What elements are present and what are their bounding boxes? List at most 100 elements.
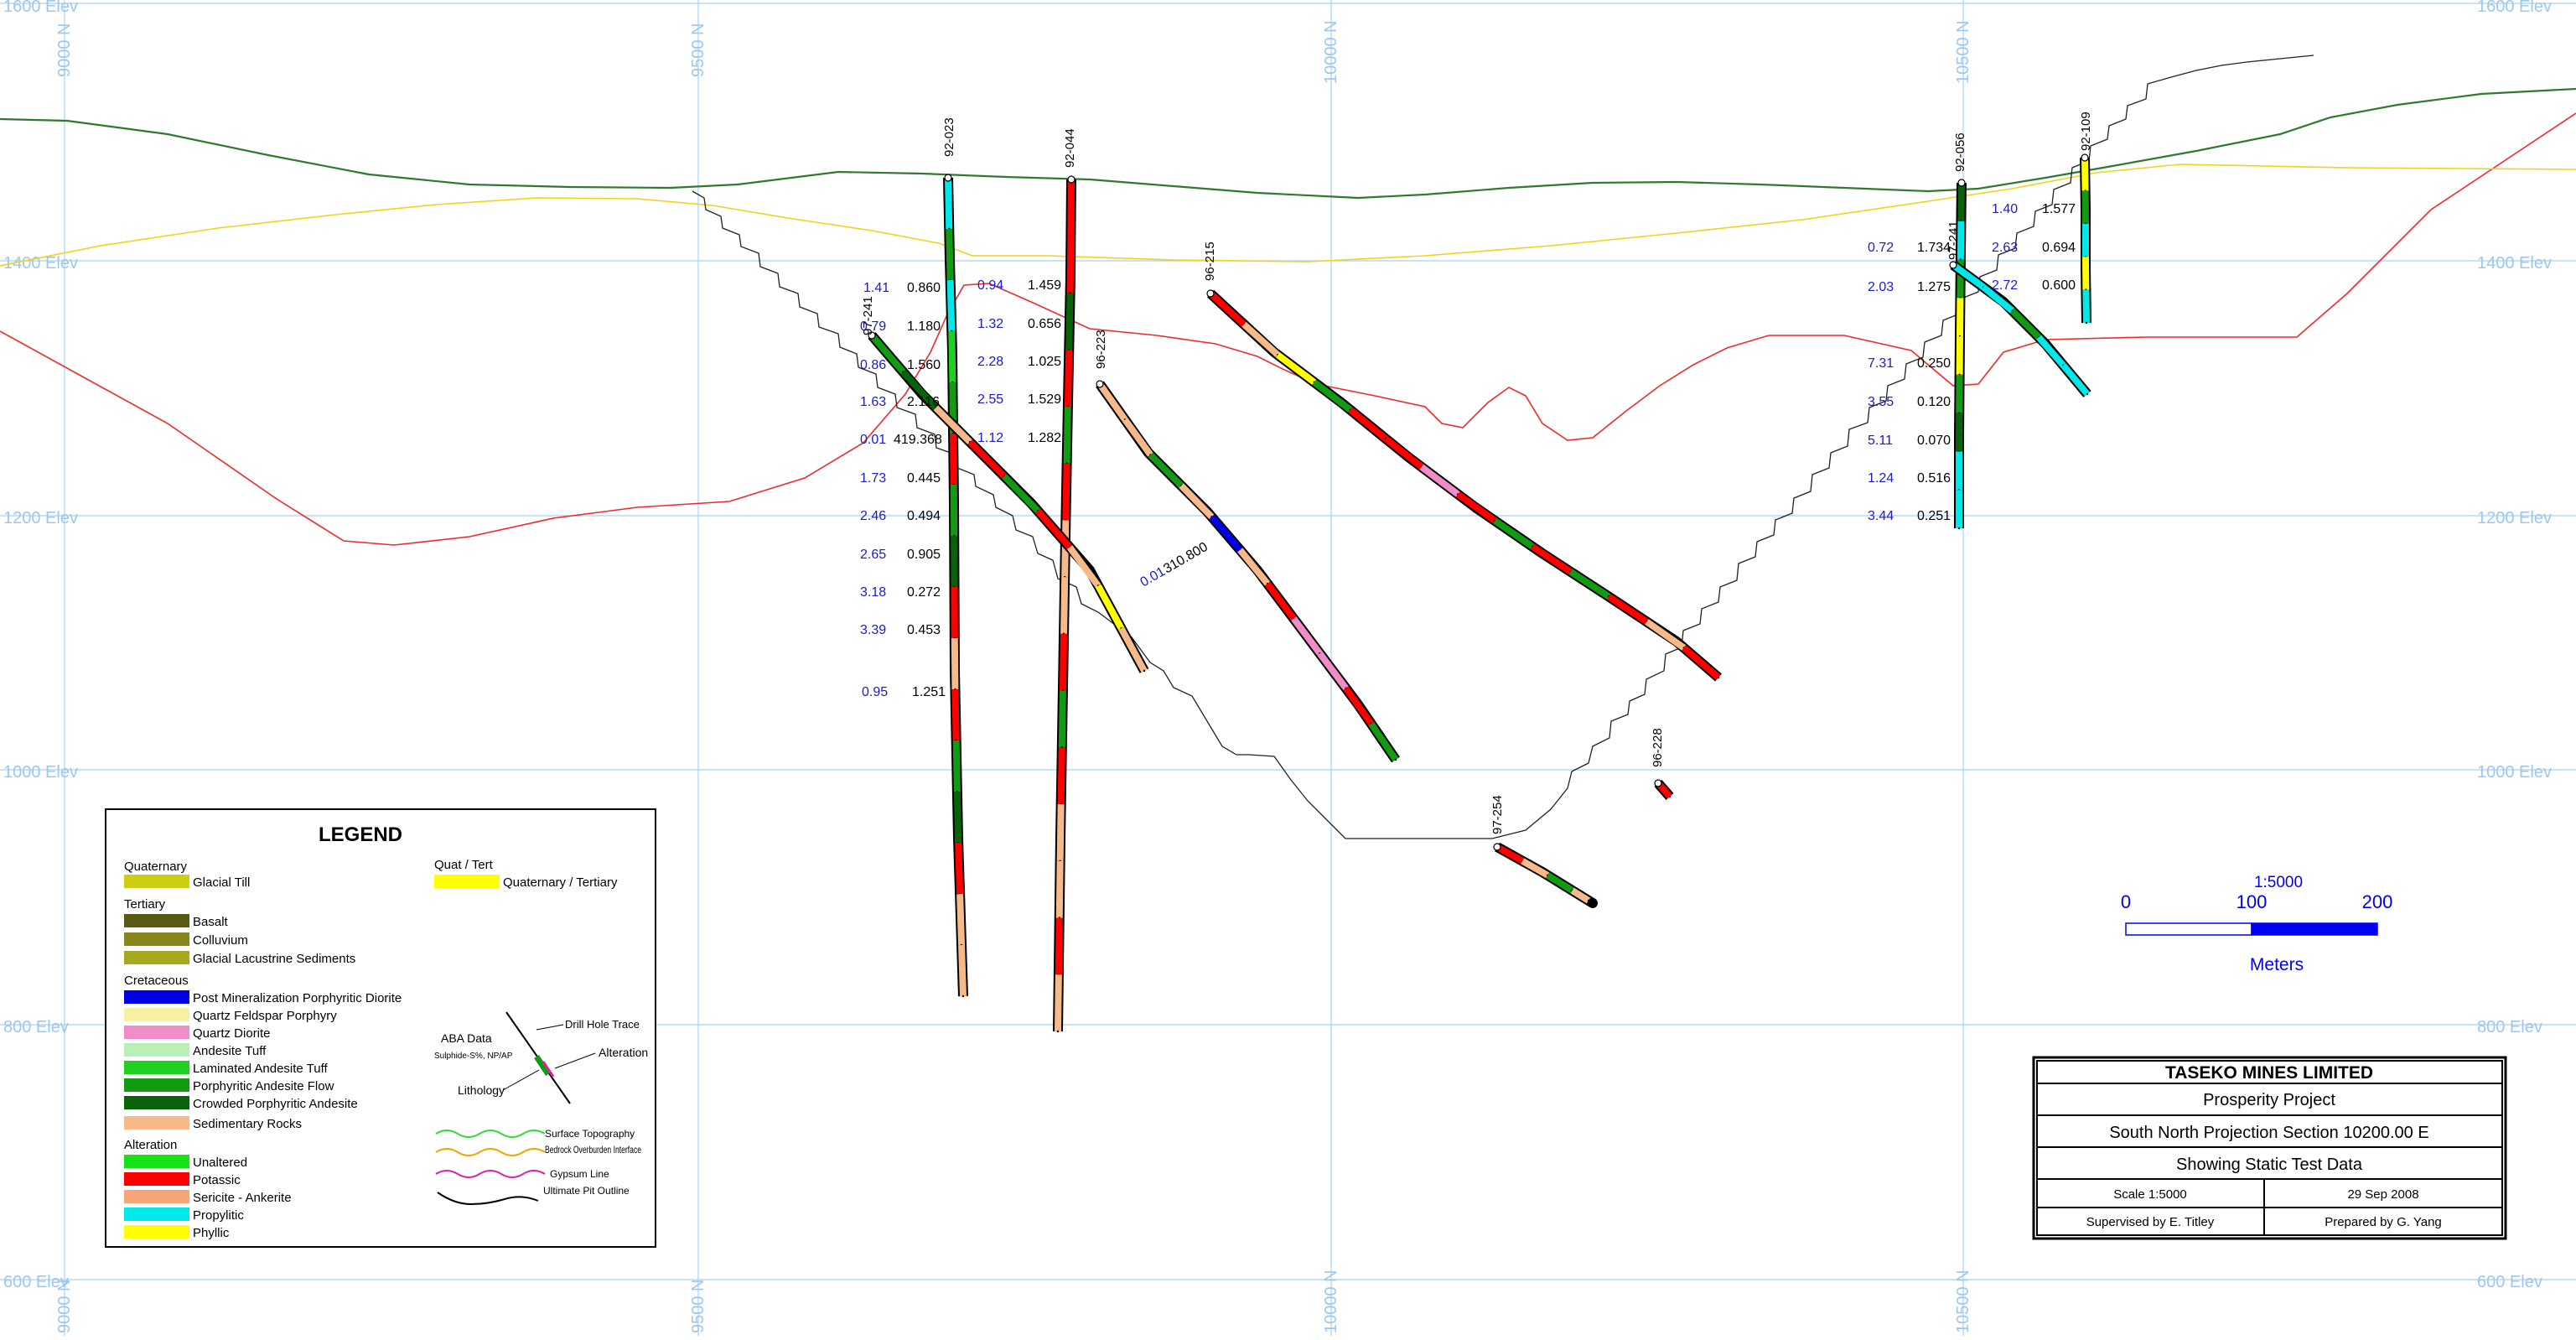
aba-np: 1.24	[1868, 471, 1894, 486]
project-name: Prosperity Project	[2203, 1091, 2335, 1109]
drill-hole-96-228	[1655, 780, 1671, 797]
northing-label: 10000 N	[1322, 20, 1340, 84]
legend-swatch	[124, 1225, 189, 1239]
aba-np: 0.79	[860, 319, 886, 334]
section-name: South North Projection Section 10200.00 …	[2109, 1124, 2428, 1142]
scale-ratio: 1:5000	[2254, 874, 2303, 891]
elevation-labels-left: 1600 Elev 1400 Elev 1200 Elev 1000 Elev …	[3, 0, 78, 1291]
drill-hole-collar	[1655, 780, 1661, 787]
legend-item-label: Post Mineralization Porphyritic Diorite	[193, 991, 402, 1005]
legend-swatch	[124, 1061, 189, 1074]
legend-line-label: Ultimate Pit Outline	[543, 1185, 630, 1197]
legend-swatch	[124, 1096, 189, 1109]
legend-swatch	[124, 1026, 189, 1039]
hole-labels: 92-023 92-044 97-241 96-215 96-223 97-25…	[861, 112, 2093, 834]
aba-np: 2.65	[860, 548, 886, 562]
title-block: TASEKO MINES LIMITED Prosperity Project …	[2034, 1057, 2506, 1239]
drill-hole-92-023	[945, 174, 964, 997]
drill-hole-interval	[953, 434, 954, 485]
drill-hole-interval	[958, 843, 960, 894]
drill-hole-interval	[961, 945, 963, 996]
hole-label-97-254: 97-254	[1490, 795, 1505, 834]
northing-label: 9000 N	[55, 23, 74, 78]
legend-item-label: Potassic	[193, 1173, 241, 1187]
drill-hole-interval	[1422, 467, 1458, 495]
drill-hole-interval	[957, 792, 958, 843]
interval-tick	[1958, 527, 1960, 529]
drill-hole-interval	[1240, 550, 1267, 584]
legend-heading: Alteration	[124, 1138, 177, 1152]
supervised-text: Supervised by E. Titley	[2086, 1215, 2215, 1229]
drill-hole-interval	[1371, 724, 1396, 760]
aba-ap: 0.445	[907, 471, 941, 486]
aba-ap: 1.025	[1028, 355, 1061, 369]
aba-np: 0.01	[860, 433, 886, 447]
surface-topography-line	[0, 89, 2576, 198]
legend-item-label: Crowded Porphyritic Andesite	[193, 1097, 358, 1111]
hole-label-92-044: 92-044	[1063, 128, 1077, 168]
drill-hole-interval	[2085, 158, 2086, 190]
scale-unit: Meters	[2250, 955, 2304, 974]
interval-tick	[962, 995, 964, 997]
aba-ap: 0.905	[907, 548, 941, 562]
date-text: 29 Sep 2008	[2347, 1187, 2418, 1202]
legend-swatch	[124, 1208, 189, 1221]
aba-np: 1.12	[977, 431, 1003, 445]
aba-ap: 1.459	[1028, 278, 1061, 293]
drill-hole-interval	[951, 280, 952, 331]
elev-label: 800 Elev	[2477, 1018, 2542, 1036]
aba-data-96-223: 0.01 310.800	[1138, 540, 1210, 590]
hole-label-96-223: 96-223	[1094, 330, 1108, 369]
drill-hole-interval	[2063, 366, 2087, 394]
drill-hole-interval	[1070, 179, 1071, 236]
interval-tick	[1669, 796, 1671, 797]
aba-data-mid: 0.94 1.459 1.32 0.656 2.28 1.025 2.55 1.…	[977, 278, 1061, 445]
drill-hole-96-223	[1096, 381, 1397, 761]
drill-hole-interval	[1386, 439, 1422, 467]
drill-hole-interval	[1064, 577, 1065, 634]
scale-bar: 1:5000 0 100 200 Meters	[2121, 874, 2392, 974]
drill-hole-interval	[1314, 382, 1350, 410]
schematic-lithology-label: Lithology	[458, 1083, 505, 1097]
hole-label-92-056: 92-056	[1953, 132, 1967, 172]
aba-ap: 1.180	[907, 319, 941, 334]
drill-hole-outline	[1100, 384, 1396, 760]
drill-hole-collar	[2081, 154, 2088, 161]
drill-hole-interval	[1211, 517, 1240, 549]
aba-np: 3.44	[1868, 509, 1894, 523]
legend-item-label: Phyllic	[193, 1226, 230, 1240]
aba-np: 5.11	[1868, 434, 1893, 448]
legend-line-label: Surface Topography	[545, 1128, 635, 1140]
legend-item-label: Andesite Tuff	[193, 1044, 267, 1058]
scale-text: Scale 1:5000	[2113, 1187, 2187, 1202]
aba-ap: 0.656	[1028, 317, 1061, 331]
interval-tick	[1143, 670, 1145, 672]
legend-heading: Quat / Tert	[434, 858, 494, 872]
drill-hole-collar	[1068, 176, 1075, 183]
northing-label: 9500 N	[689, 1280, 707, 1334]
drill-hole-interval	[1210, 293, 1244, 325]
legend-swatch	[124, 1190, 189, 1203]
aba-data-right2: 1.40 1.577 2.63 0.694 2.72 0.600	[1992, 202, 2076, 293]
overburden-interface-line	[0, 164, 2576, 266]
drill-hole-collar	[1494, 844, 1501, 850]
drill-hole-interval	[1573, 891, 1589, 901]
drill-hole-interval	[1346, 688, 1371, 724]
elev-label: 1000 Elev	[3, 763, 78, 782]
aba-ap: 419.368	[894, 433, 942, 447]
drill-hole-interval	[1061, 747, 1062, 804]
aba-ap: 1.275	[1917, 280, 1951, 294]
hole-label-96-228: 96-228	[1651, 728, 1665, 767]
drill-hole-interval	[1063, 634, 1064, 691]
aba-ap: 0.250	[1917, 356, 1951, 371]
drill-hole-interval	[1532, 547, 1570, 572]
legend-line-label: Bedrock Overburden Interface	[545, 1144, 641, 1156]
legend-swatch	[124, 1008, 189, 1021]
prepared-text: Prepared by G. Yang	[2325, 1215, 2442, 1229]
drill-hole-interval	[1098, 586, 1121, 629]
aba-ap: 0.694	[2042, 241, 2076, 255]
aba-ap: 1.734	[1917, 241, 1951, 255]
subject: Showing Static Test Data	[2176, 1156, 2363, 1174]
drill-hole-interval	[1350, 410, 1386, 439]
drill-hole-interval	[1244, 325, 1278, 355]
